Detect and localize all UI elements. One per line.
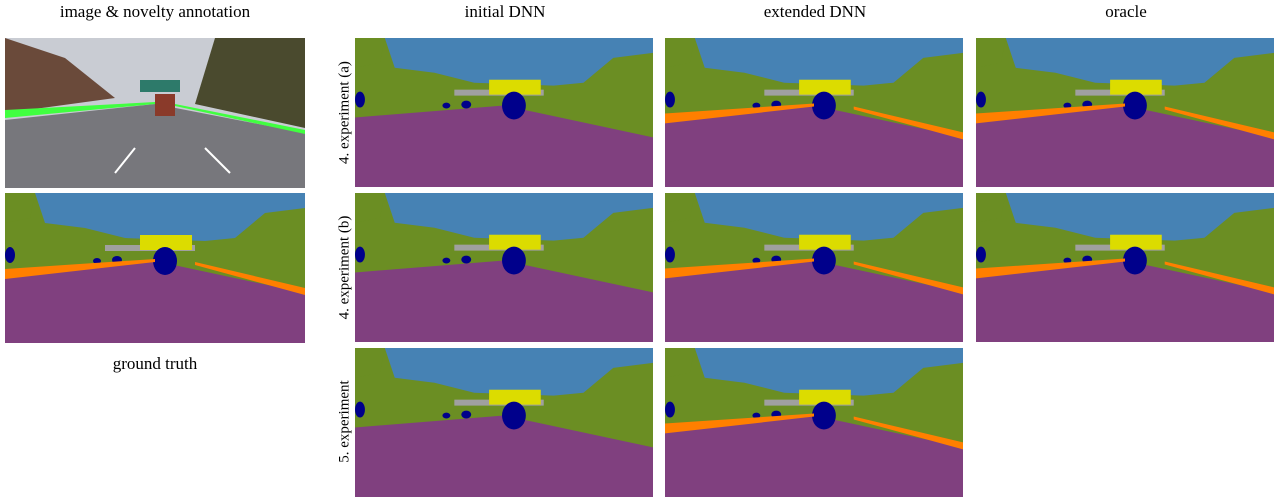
- image-panel: [976, 38, 1274, 187]
- image-panel: [665, 348, 963, 497]
- image-panel: [976, 193, 1274, 342]
- column-header: image & novelty annotation: [5, 2, 305, 22]
- image-panel: [355, 38, 653, 187]
- image-panel: [665, 193, 963, 342]
- image-panel: [5, 38, 305, 188]
- column-header: extended DNN: [665, 2, 965, 22]
- image-panel: [355, 193, 653, 342]
- column-header: initial DNN: [355, 2, 655, 22]
- row-label: 4. experiment (a): [337, 38, 354, 188]
- row-label: 5. experiment: [337, 347, 354, 497]
- image-panel: [355, 348, 653, 497]
- image-panel: [665, 38, 963, 187]
- figure: image & novelty annotation initial DNN e…: [0, 0, 1279, 498]
- row-label: 4. experiment (b): [337, 193, 354, 343]
- column-header: oracle: [976, 2, 1276, 22]
- caption: ground truth: [5, 354, 305, 374]
- image-panel: [5, 193, 305, 343]
